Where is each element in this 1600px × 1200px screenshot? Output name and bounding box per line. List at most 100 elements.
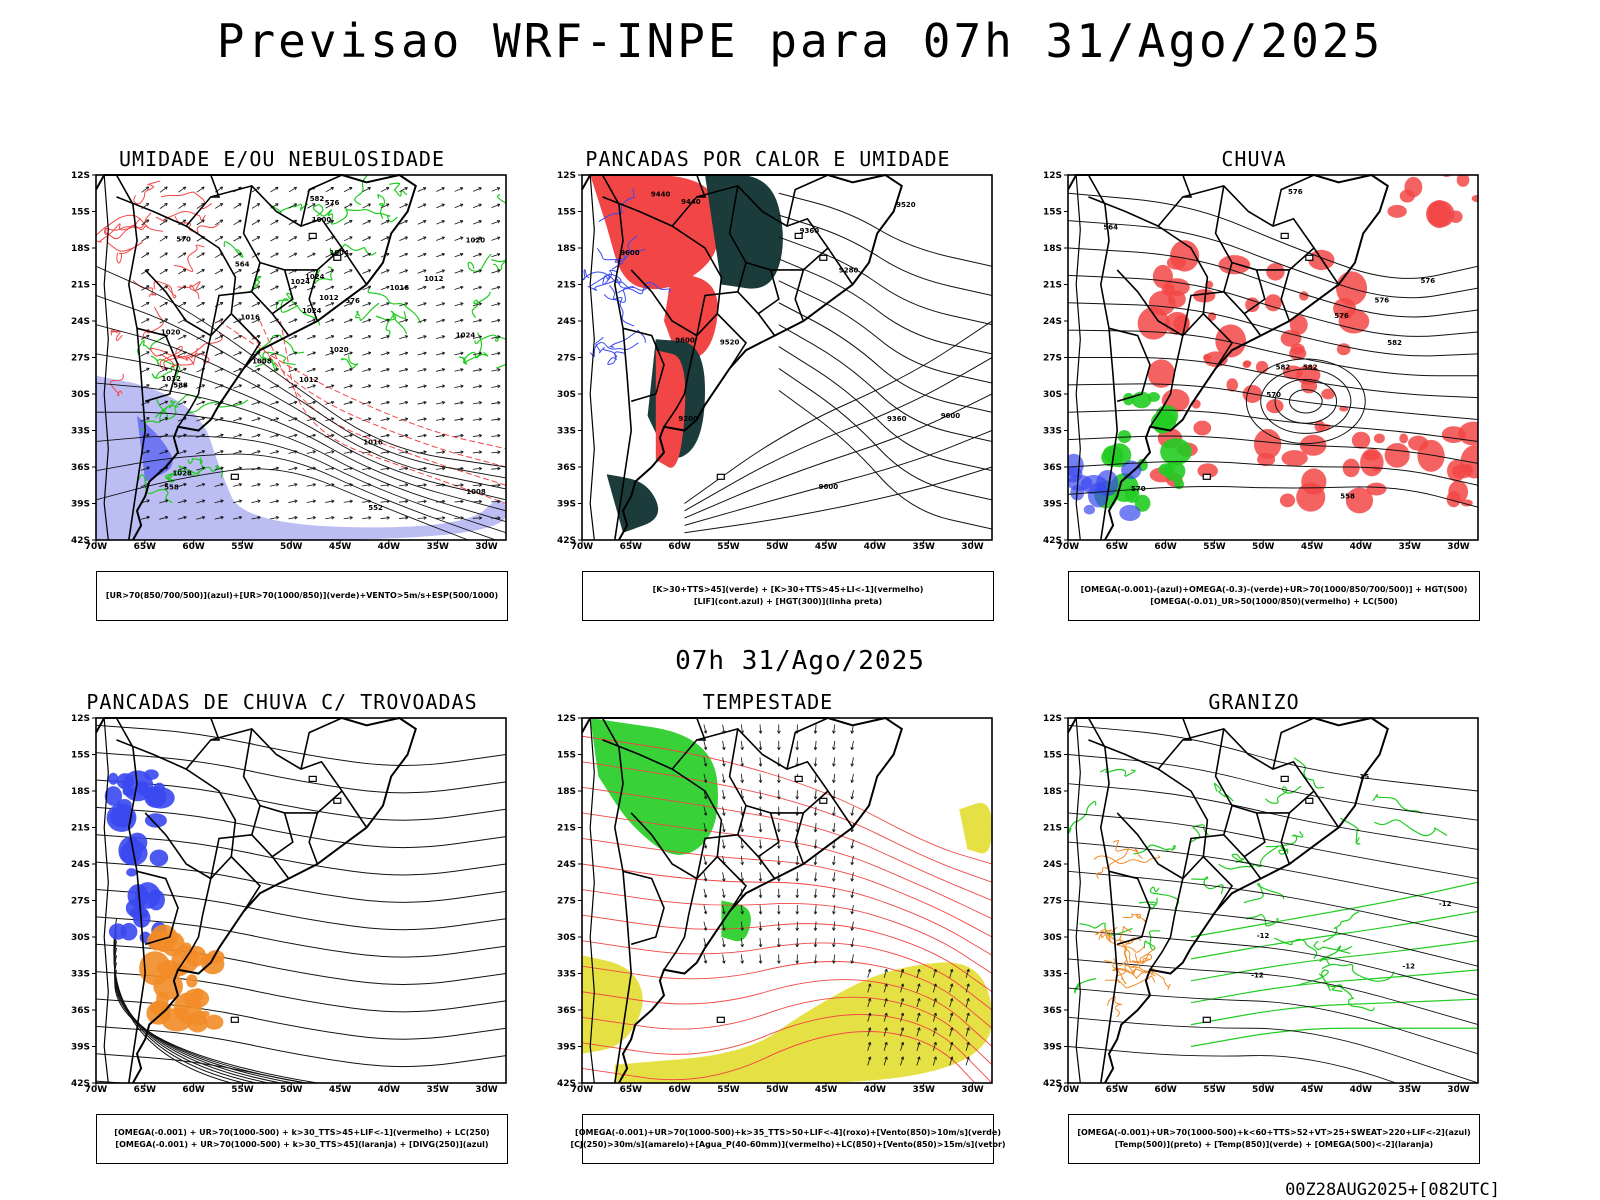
- rain-area: [1253, 428, 1282, 459]
- streamline: [1068, 247, 1478, 318]
- wind-vector: [399, 236, 408, 242]
- panel-trovoadas: PANCADAS DE CHUVA C/ TROVOADAS 12S 15S 18S…: [52, 690, 512, 1190]
- political-border: [250, 805, 290, 880]
- wind-vector: [417, 434, 427, 438]
- wind-vector: [417, 319, 427, 323]
- wind-vector: [833, 740, 836, 750]
- lif-contour: [611, 248, 646, 270]
- wind-vector: [460, 483, 464, 487]
- wind-vector: [759, 905, 762, 915]
- wind-vector: [312, 252, 316, 257]
- wind-vector: [183, 367, 187, 372]
- contour-label: 1028: [172, 469, 192, 477]
- wind-vector: [293, 252, 298, 256]
- wind-vector: [703, 757, 707, 767]
- wind-vector: [417, 484, 427, 487]
- wind-vector: [380, 286, 390, 291]
- thickness-contour: [110, 329, 123, 341]
- wind-vector: [867, 1041, 872, 1046]
- humidity-contour-low: [474, 334, 506, 345]
- wind-vector: [404, 252, 408, 257]
- wind-vector: [740, 927, 744, 931]
- wind-vector: [325, 187, 334, 193]
- lon-label: 30W: [475, 1085, 498, 1095]
- divergence-area: [144, 786, 167, 808]
- wind-vector: [325, 451, 335, 454]
- wind-vector: [423, 516, 427, 520]
- wind-vector: [417, 352, 427, 356]
- wind-vector: [386, 285, 390, 290]
- wind-vector: [214, 384, 224, 389]
- wind-vector: [220, 466, 224, 470]
- political-border: [1182, 834, 1224, 879]
- wind-vector: [758, 894, 763, 898]
- cyclone-streamline: [1274, 378, 1338, 424]
- rain-area: [1203, 353, 1212, 361]
- lake: [1305, 254, 1314, 261]
- lif-contour: [602, 269, 619, 286]
- streamline: [96, 806, 506, 849]
- wind-vector: [703, 845, 708, 849]
- rain-area: [1266, 263, 1285, 281]
- lake: [333, 797, 342, 804]
- rain-area: [1345, 487, 1374, 514]
- wind-vector: [380, 517, 390, 520]
- wind-vector: [722, 845, 726, 849]
- contour-label: 570: [176, 235, 191, 243]
- wind-vector: [703, 796, 708, 800]
- wind-vector: [164, 367, 169, 372]
- rain-area: [1266, 399, 1284, 414]
- wind-vector: [832, 730, 836, 734]
- wind-vector: [404, 302, 409, 306]
- wind-vector: [306, 450, 316, 454]
- wind-vector: [183, 466, 187, 470]
- wind-vector: [478, 384, 482, 389]
- wind-vector: [851, 954, 854, 964]
- wind-vector: [417, 401, 427, 405]
- temp-500-contour: [1068, 724, 1478, 792]
- political-border: [210, 174, 221, 198]
- humidity-contour-low: [154, 399, 179, 418]
- wind-vector: [349, 219, 353, 224]
- wind-vector: [362, 418, 372, 421]
- lat-label: 15S: [1043, 751, 1062, 761]
- wind-vector: [933, 983, 937, 987]
- wind-vector: [238, 384, 242, 388]
- wind-vector: [703, 905, 707, 915]
- wind-vector: [380, 385, 390, 389]
- wind-vector: [832, 911, 836, 915]
- pressure-isobar: [96, 324, 506, 490]
- wind-vector: [722, 927, 726, 931]
- wind-vector: [949, 1041, 954, 1046]
- wind-vector: [233, 368, 242, 373]
- wind-vector: [423, 203, 427, 207]
- rain-area: [1399, 189, 1415, 203]
- wind-vector: [795, 861, 799, 866]
- political-border: [736, 805, 776, 880]
- wind-vector: [196, 351, 205, 357]
- wind-vector: [196, 186, 205, 193]
- thickness-contour: [280, 320, 506, 504]
- wind-vector: [214, 219, 224, 226]
- divergence-area: [126, 868, 137, 877]
- wind-vector: [146, 367, 150, 371]
- wind-vector: [368, 433, 372, 438]
- wind-vector: [232, 516, 242, 520]
- wind-vector: [496, 236, 501, 240]
- wind-vector: [330, 351, 335, 355]
- wind-vector: [472, 484, 482, 487]
- wind-vector: [758, 763, 763, 767]
- pacific-coastline: [103, 174, 109, 541]
- wind-vector: [140, 367, 150, 373]
- lon-label: 60W: [182, 1085, 205, 1095]
- political-border: [794, 269, 805, 322]
- wind-vector: [491, 484, 501, 486]
- lat-label: 42S: [71, 536, 90, 546]
- wind-vector: [306, 351, 316, 356]
- wind-vector: [966, 1012, 970, 1017]
- wind-vector: [497, 499, 501, 504]
- rain-area: [1281, 450, 1308, 467]
- wind-vector: [343, 236, 353, 242]
- wind-vector: [491, 418, 501, 421]
- wind-vector: [472, 467, 482, 470]
